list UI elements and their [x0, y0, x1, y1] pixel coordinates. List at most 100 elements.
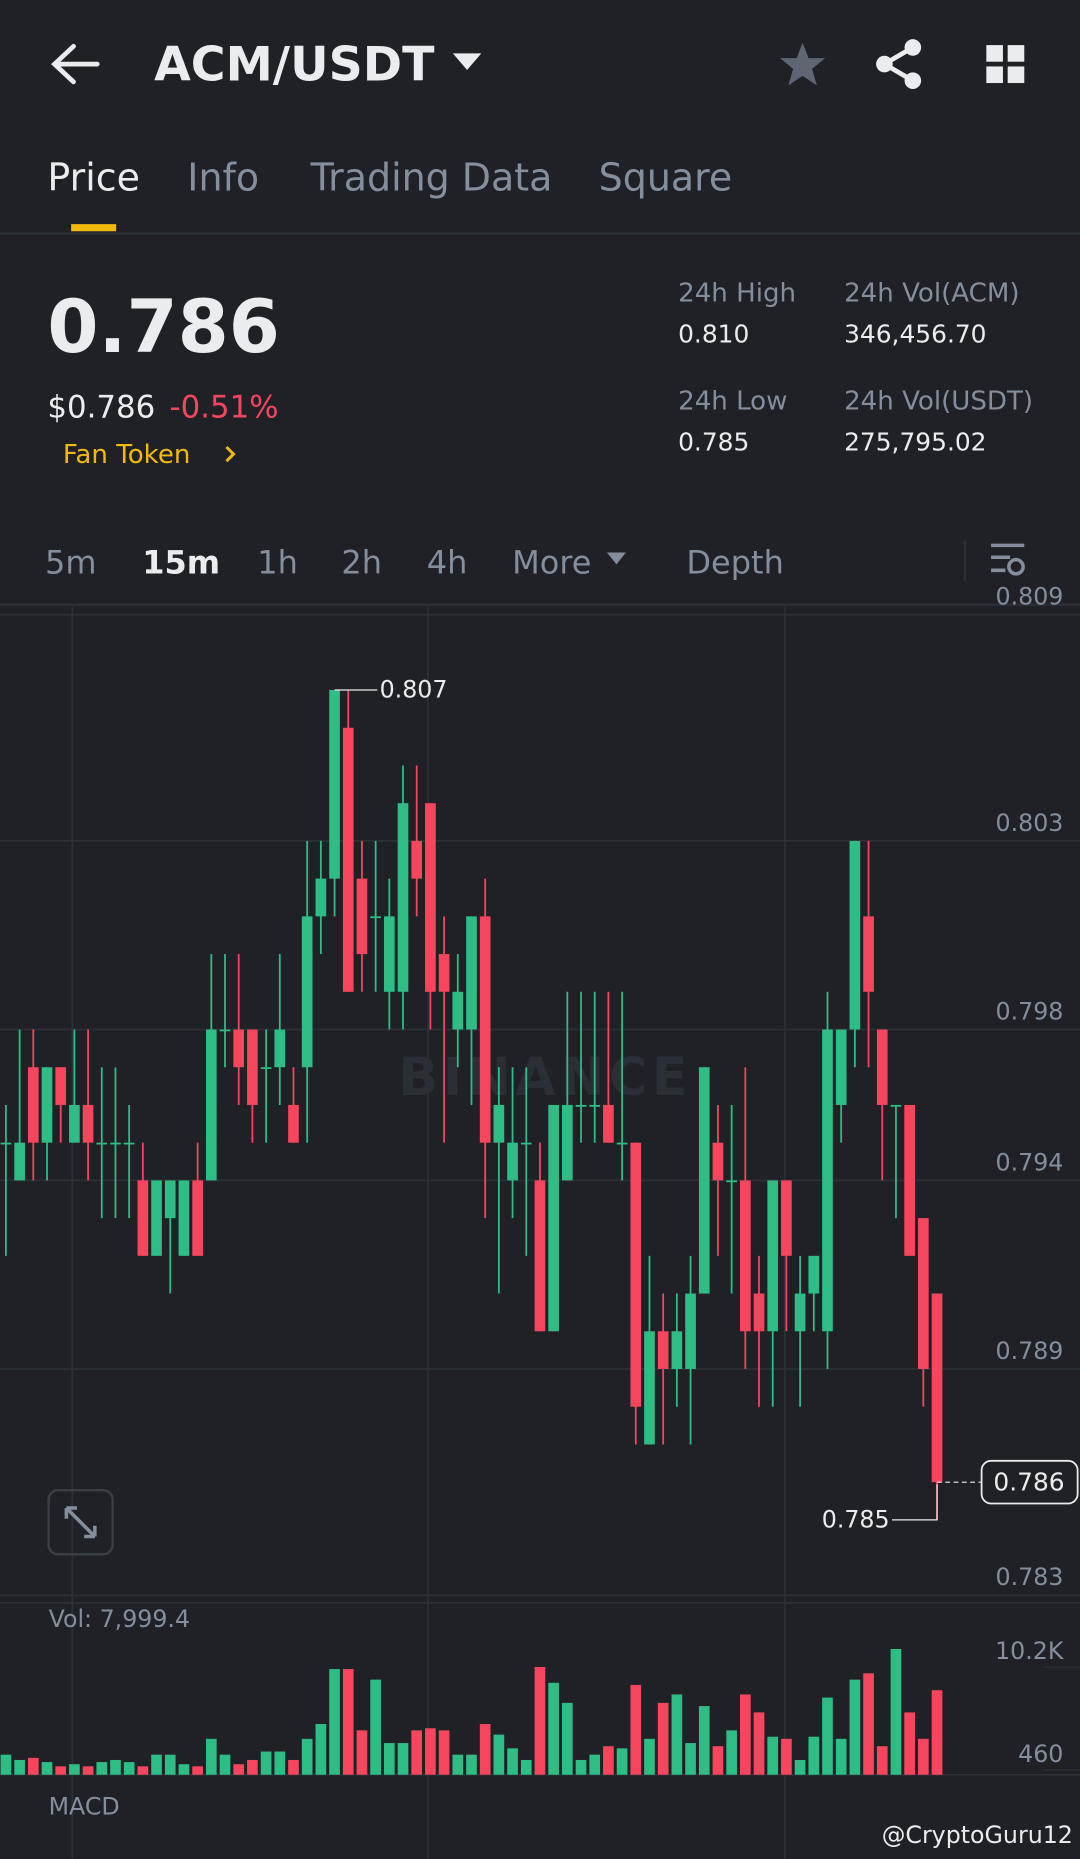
- candle-body: [479, 916, 491, 1143]
- candle-body: [370, 916, 381, 919]
- volume-bar: [493, 1734, 505, 1775]
- interval[interactable]: 4h: [427, 543, 468, 581]
- token-tag[interactable]: Fan Token: [63, 440, 191, 470]
- tab[interactable]: Square: [599, 156, 733, 200]
- more-caret[interactable]: [606, 552, 626, 565]
- volume-bar: [767, 1736, 779, 1775]
- volume-bar: [685, 1743, 696, 1775]
- candle-body: [918, 1218, 929, 1370]
- candle-body: [288, 1104, 299, 1143]
- candle-body: [205, 1029, 217, 1181]
- candle-body: [644, 1331, 655, 1445]
- candle-body: [931, 1293, 943, 1483]
- candle-body: [712, 1142, 724, 1181]
- volume-bar: [356, 1730, 368, 1775]
- candle-body: [876, 1029, 888, 1105]
- candle-body: [164, 1180, 176, 1219]
- candle-body: [411, 840, 423, 879]
- indicator-label: MACD: [49, 1792, 120, 1820]
- interval[interactable]: 2h: [341, 543, 382, 581]
- active-tab-indicator: [71, 224, 117, 232]
- candle-body: [616, 1142, 628, 1145]
- interval[interactable]: 1h: [257, 543, 298, 581]
- volume-bar: [219, 1754, 231, 1775]
- y-tick-label: 0.809: [996, 582, 1064, 610]
- volume-tick-label: 10.2K: [995, 1637, 1065, 1665]
- volume-bar: [342, 1669, 354, 1775]
- pair-dropdown[interactable]: [452, 53, 482, 71]
- candle-body: [137, 1180, 149, 1256]
- volume-bar: [904, 1712, 915, 1775]
- candle-body: [260, 1067, 272, 1070]
- volume-bar: [14, 1759, 25, 1775]
- last-price: 0.786: [47, 285, 279, 370]
- favorite-icon[interactable]: [780, 42, 826, 86]
- volume-bar: [329, 1669, 340, 1775]
- candle-body: [192, 1180, 203, 1256]
- candle-body: [890, 1104, 902, 1107]
- volume-bar: [260, 1751, 272, 1775]
- volume-bar: [123, 1762, 135, 1775]
- volume-bar: [41, 1762, 53, 1775]
- back-button[interactable]: [51, 43, 100, 85]
- candle-body: [548, 1104, 559, 1332]
- volume-bar: [712, 1746, 724, 1775]
- candle-body: [438, 954, 450, 992]
- interval[interactable]: More: [512, 543, 591, 581]
- candle-body: [110, 1142, 121, 1145]
- volume-bar: [452, 1754, 464, 1775]
- volume-bar: [55, 1766, 67, 1775]
- candle-body: [767, 1180, 779, 1332]
- candle-body: [726, 1180, 737, 1183]
- volume-bar: [301, 1738, 313, 1775]
- volume-bar: [781, 1738, 792, 1775]
- volume-bar: [69, 1764, 80, 1775]
- volume-bar: [808, 1736, 820, 1775]
- stat-value: 346,456.70: [844, 320, 986, 349]
- candle-body: [493, 1104, 505, 1143]
- volume-bar: [918, 1738, 929, 1775]
- chart-settings-icon[interactable]: [991, 543, 1025, 576]
- tab[interactable]: Info: [187, 156, 259, 200]
- candle-body: [671, 1331, 683, 1370]
- stat-label: 24h High: [678, 279, 796, 309]
- volume-bar: [274, 1751, 286, 1775]
- volume-bar: [411, 1730, 423, 1775]
- interval[interactable]: 5m: [45, 543, 97, 581]
- tag-chevron[interactable]: [225, 445, 236, 463]
- candle-body: [849, 840, 861, 1030]
- candle-body: [520, 1142, 532, 1145]
- grid-menu-icon[interactable]: [986, 45, 1025, 84]
- low-marker: [891, 1484, 938, 1521]
- share-icon[interactable]: [876, 39, 922, 89]
- candle-body: [835, 1029, 847, 1105]
- interval[interactable]: 15m: [142, 543, 220, 581]
- volume-bar: [288, 1759, 299, 1775]
- pair-title: ACM/USDT: [154, 38, 435, 93]
- candle-body: [41, 1067, 53, 1143]
- candle-body: [822, 1029, 833, 1332]
- candle-body: [561, 1104, 573, 1181]
- candle-body: [904, 1104, 915, 1256]
- price-change: -0.51%: [170, 390, 279, 426]
- volume-bar: [890, 1648, 902, 1775]
- volume-bar: [575, 1759, 587, 1775]
- candle-body: [603, 1104, 614, 1143]
- candle-body: [96, 1142, 108, 1145]
- volume-bar: [698, 1706, 710, 1775]
- candle-body: [781, 1180, 792, 1256]
- candle-body: [794, 1293, 806, 1332]
- candle-body: [863, 916, 874, 992]
- volume-bar: [849, 1679, 861, 1775]
- volume-bar: [876, 1746, 888, 1775]
- volume-bar: [247, 1759, 258, 1775]
- candle-body: [69, 1104, 80, 1143]
- tab[interactable]: Price: [47, 156, 140, 200]
- expand-button[interactable]: [47, 1489, 114, 1556]
- volume-bar: [726, 1730, 737, 1775]
- tab[interactable]: Trading Data: [310, 156, 553, 200]
- y-tick-label: 0.783: [996, 1563, 1064, 1591]
- candle-body: [342, 727, 354, 992]
- interval[interactable]: Depth: [686, 543, 783, 581]
